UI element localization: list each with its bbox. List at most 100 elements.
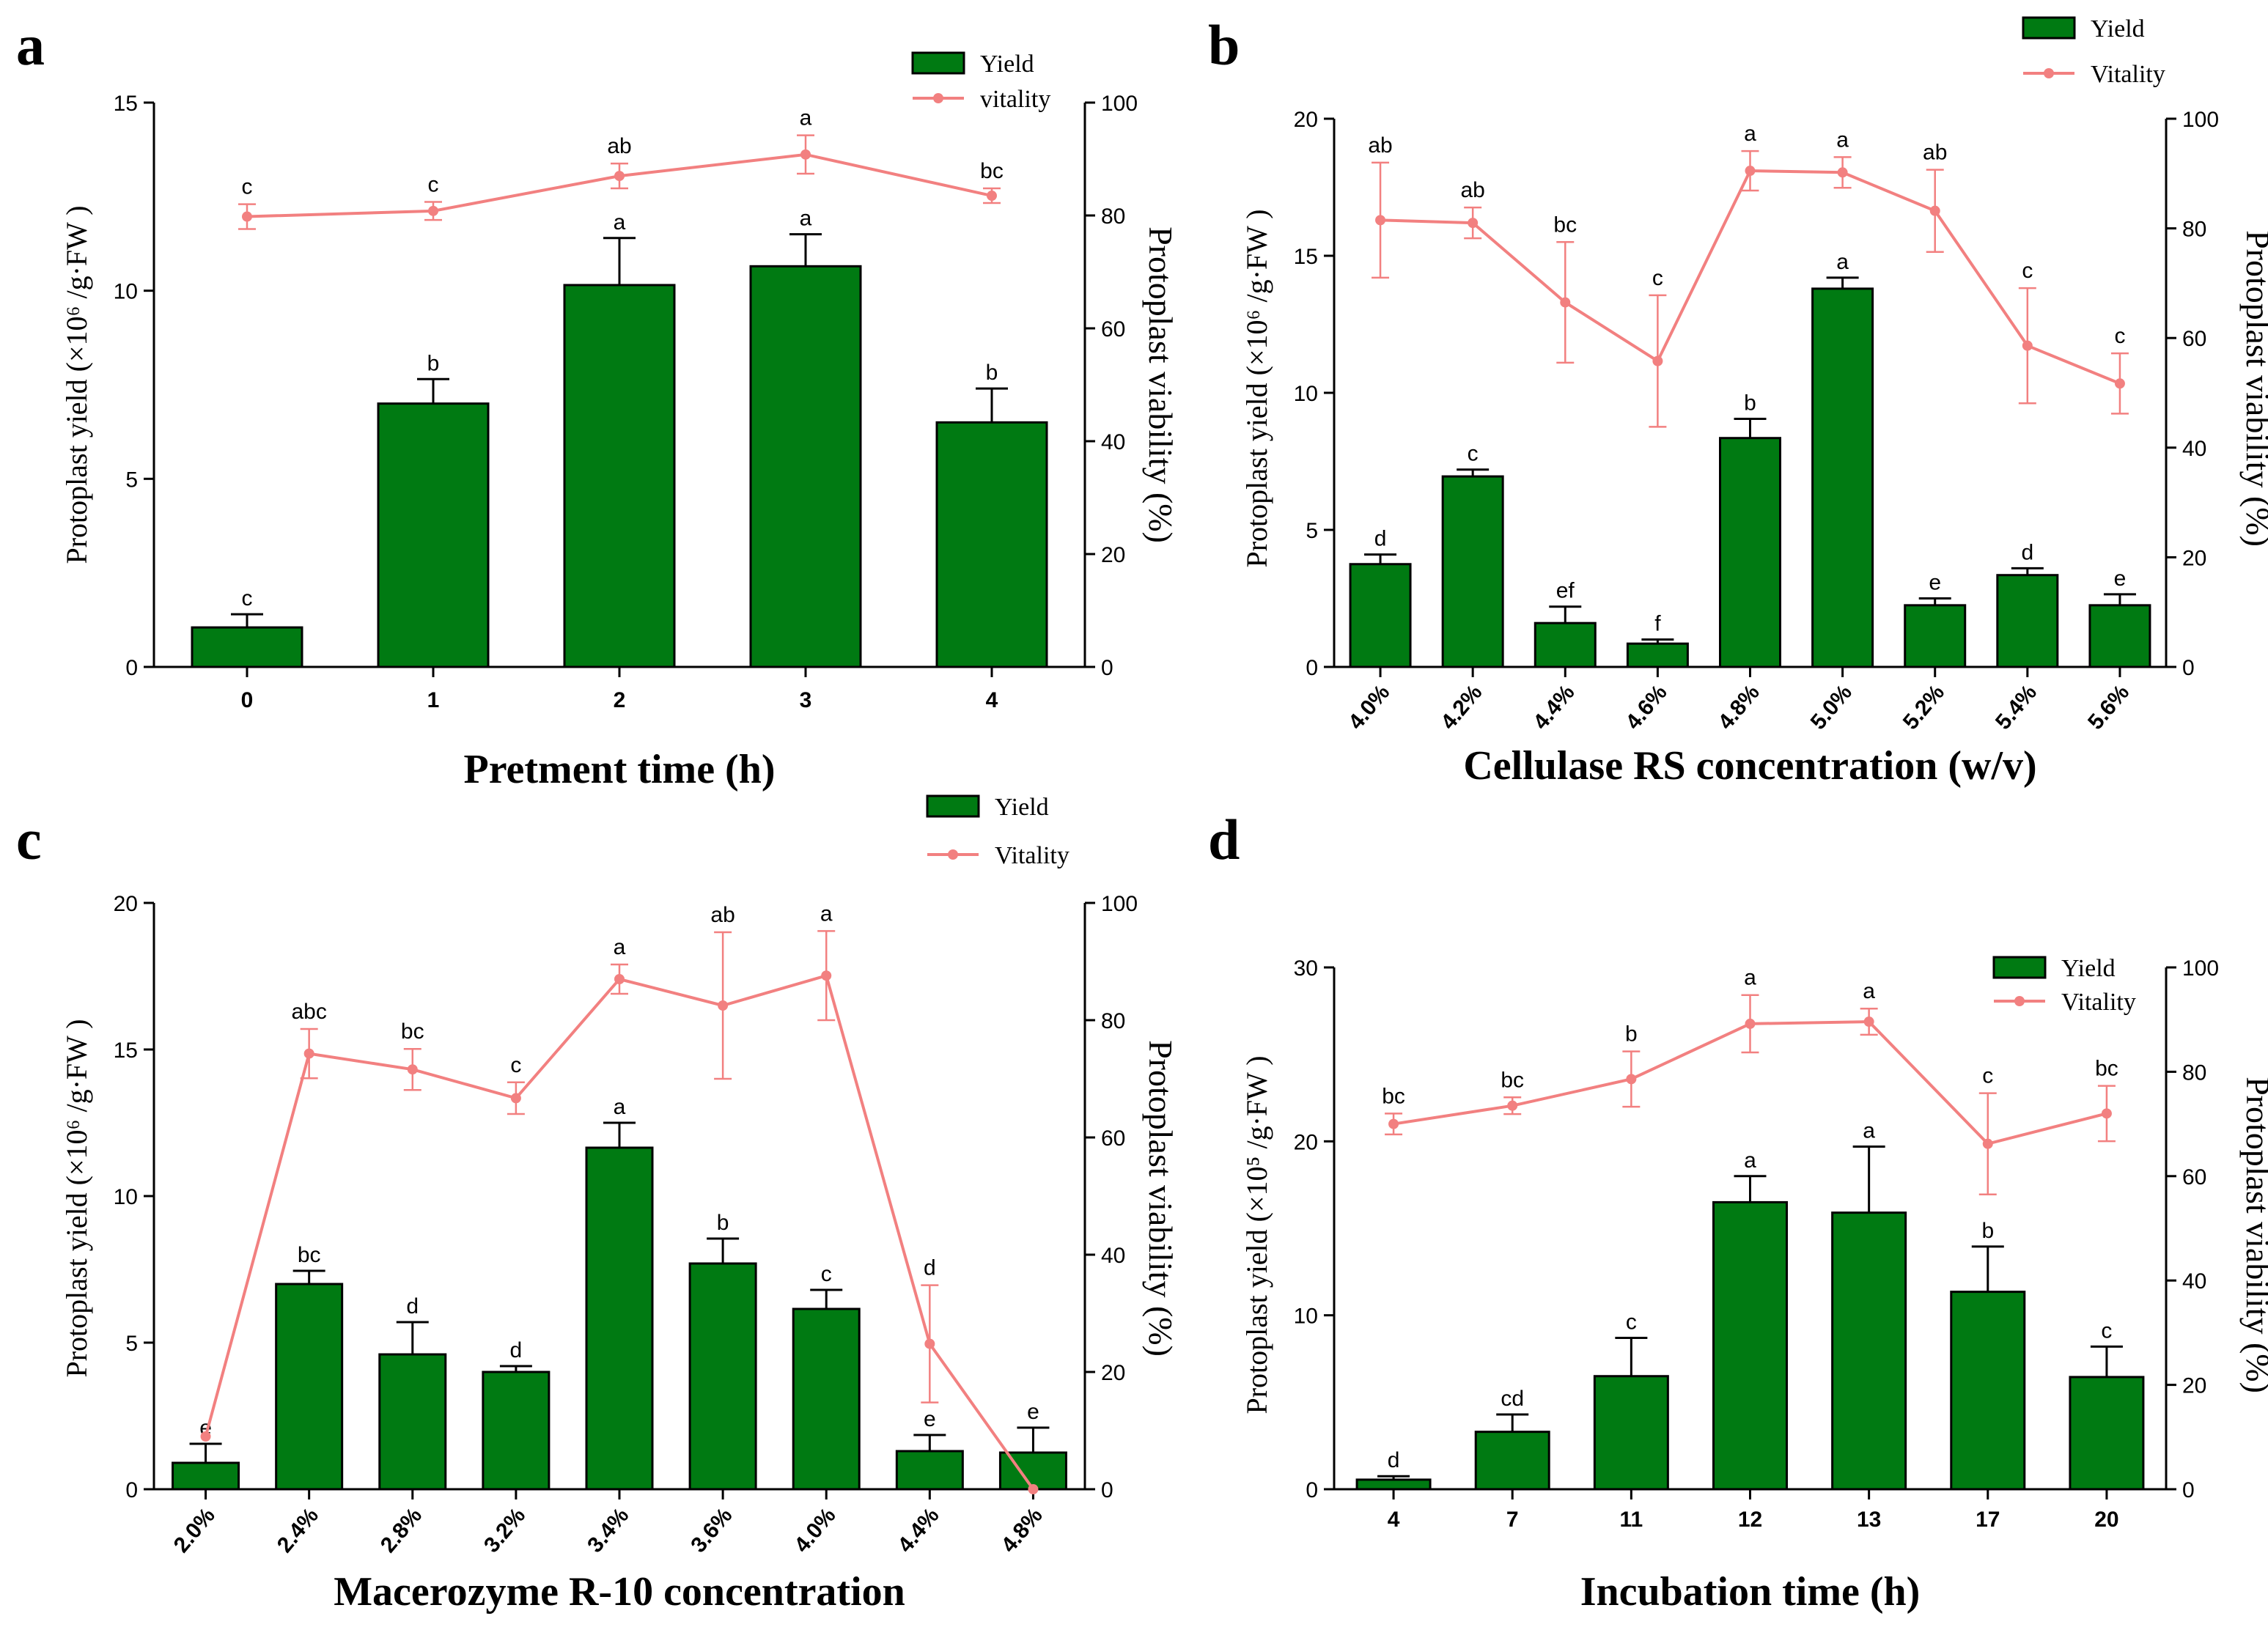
bar-significance-label: a [800, 207, 812, 231]
x-tick-label: 12 [1738, 1508, 1762, 1532]
left-tick-label: 5 [125, 468, 138, 492]
vitality-point [510, 1093, 521, 1104]
right-tick-label: 100 [2182, 108, 2219, 132]
bar [1355, 1478, 1432, 1491]
x-axis-title: Macerozyme R-10 concentration [334, 1569, 905, 1615]
legend-vitality-marker [2044, 68, 2054, 78]
legend-yield-label: Yield [980, 51, 1034, 78]
vitality-significance-label: ab [1368, 133, 1392, 158]
x-tick-label: 0 [241, 688, 254, 712]
bar [1996, 574, 2059, 668]
right-axis-title: Protoplast viability (%) [2239, 230, 2268, 547]
bar [1904, 604, 1967, 668]
right-axis-title: Protoplast viability (%) [1142, 1040, 1179, 1357]
right-tick-label: 0 [1101, 656, 1113, 680]
legend-vitality-label: Vitality [2091, 61, 2165, 88]
bar-significance-label: b [427, 351, 440, 375]
vitality-significance-label: a [614, 935, 626, 959]
legend-vitality-marker [933, 93, 943, 103]
right-tick-label: 40 [2182, 437, 2206, 461]
bar-significance-label: a [1863, 1118, 1875, 1143]
x-axis-title: Pretment time (h) [463, 747, 775, 792]
vitality-point [428, 205, 438, 216]
x-tick-label: 1 [427, 688, 440, 712]
x-tick-label: 3.6% [686, 1503, 737, 1557]
x-axis-title: Cellulase RS concentration (w/v) [1463, 743, 2036, 789]
right-tick-label: 20 [2182, 1374, 2206, 1398]
vitality-significance-label: ab [1923, 141, 1947, 165]
vitality-point [1626, 1074, 1637, 1085]
right-tick-label: 20 [1101, 1361, 1125, 1385]
legend-vitality-marker [2014, 996, 2025, 1006]
bar-significance-label: b [1744, 391, 1756, 416]
vitality-significance-label: c [510, 1053, 521, 1077]
right-tick-label: 40 [1101, 430, 1125, 454]
bar [1719, 437, 1781, 668]
vitality-point [614, 974, 625, 984]
vitality-point [1468, 218, 1479, 229]
bar [1349, 563, 1412, 668]
right-tick-label: 0 [2182, 656, 2195, 680]
vitality-significance-label: c [1652, 266, 1663, 290]
right-tick-label: 0 [1101, 1478, 1113, 1502]
vitality-significance-label: bc [401, 1019, 424, 1044]
vitality-point [1560, 297, 1571, 308]
x-tick-label: 4.2% [1436, 680, 1487, 734]
vitality-significance-label: a [820, 901, 833, 926]
x-tick-label: 13 [1857, 1508, 1881, 1532]
right-axis-title: Protoplast viability (%) [1142, 226, 1179, 543]
bar [1474, 1431, 1550, 1491]
vitality-significance-label: a [1863, 979, 1875, 1003]
vitality-point [2101, 1108, 2112, 1119]
left-tick-label: 10 [1294, 382, 1318, 406]
bar-significance-label: d [2021, 540, 2033, 564]
left-tick-label: 0 [125, 656, 138, 680]
x-tick-label: 2 [614, 688, 626, 712]
x-tick-label: 5.6% [2083, 680, 2134, 734]
x-tick-label: 4.8% [1714, 680, 1764, 734]
bar [1593, 1375, 1669, 1491]
vitality-significance-label: c [1982, 1064, 1993, 1088]
vitality-significance-label: bc [1382, 1084, 1405, 1108]
left-tick-label: 10 [1294, 1305, 1318, 1329]
bar [1712, 1200, 1788, 1491]
left-tick-label: 20 [114, 892, 138, 916]
vitality-significance-label: bc [1553, 213, 1577, 237]
x-tick-label: 3 [800, 688, 812, 712]
right-tick-label: 80 [2182, 218, 2206, 242]
x-tick-label: 3.2% [479, 1503, 530, 1557]
x-tick-label: 20 [2094, 1508, 2118, 1532]
x-tick-label: 5.0% [1806, 680, 1857, 734]
vitality-significance-label: c [2022, 259, 2033, 283]
vitality-significance-label: c [242, 175, 253, 199]
left-tick-label: 10 [114, 1185, 138, 1209]
legend-vitality-marker [948, 849, 958, 860]
right-tick-label: 100 [1101, 892, 1138, 916]
right-tick-label: 40 [1101, 1244, 1125, 1268]
panel-letter-b: b [1208, 13, 1240, 77]
vitality-point [1745, 1018, 1756, 1029]
bar [1831, 1211, 1907, 1491]
right-tick-label: 80 [2182, 1060, 2206, 1085]
right-tick-label: 80 [1101, 204, 1125, 229]
vitality-point [1375, 215, 1386, 226]
vitality-significance-label: bc [980, 159, 1004, 183]
x-tick-label: 7 [1506, 1508, 1519, 1532]
bar [1950, 1291, 2026, 1491]
vitality-point [1863, 1017, 1874, 1028]
left-tick-label: 5 [1306, 519, 1318, 543]
x-tick-label: 4 [1388, 1508, 1400, 1532]
left-axis-title: Protoplast yield (×10⁶ /g·FW ) [60, 1019, 93, 1377]
legend-vitality-label: vitality [980, 86, 1050, 113]
x-tick-label: 2.8% [376, 1503, 427, 1557]
bar [1626, 642, 1689, 668]
left-tick-label: 30 [1294, 956, 1318, 981]
bar [377, 402, 490, 668]
right-tick-label: 20 [1101, 543, 1125, 567]
vitality-significance-label: bc [2095, 1057, 2118, 1081]
left-axis-title: Protoplast yield (×10⁵ /g·FW ) [1240, 1055, 1273, 1414]
bar-significance-label: d [510, 1338, 523, 1362]
